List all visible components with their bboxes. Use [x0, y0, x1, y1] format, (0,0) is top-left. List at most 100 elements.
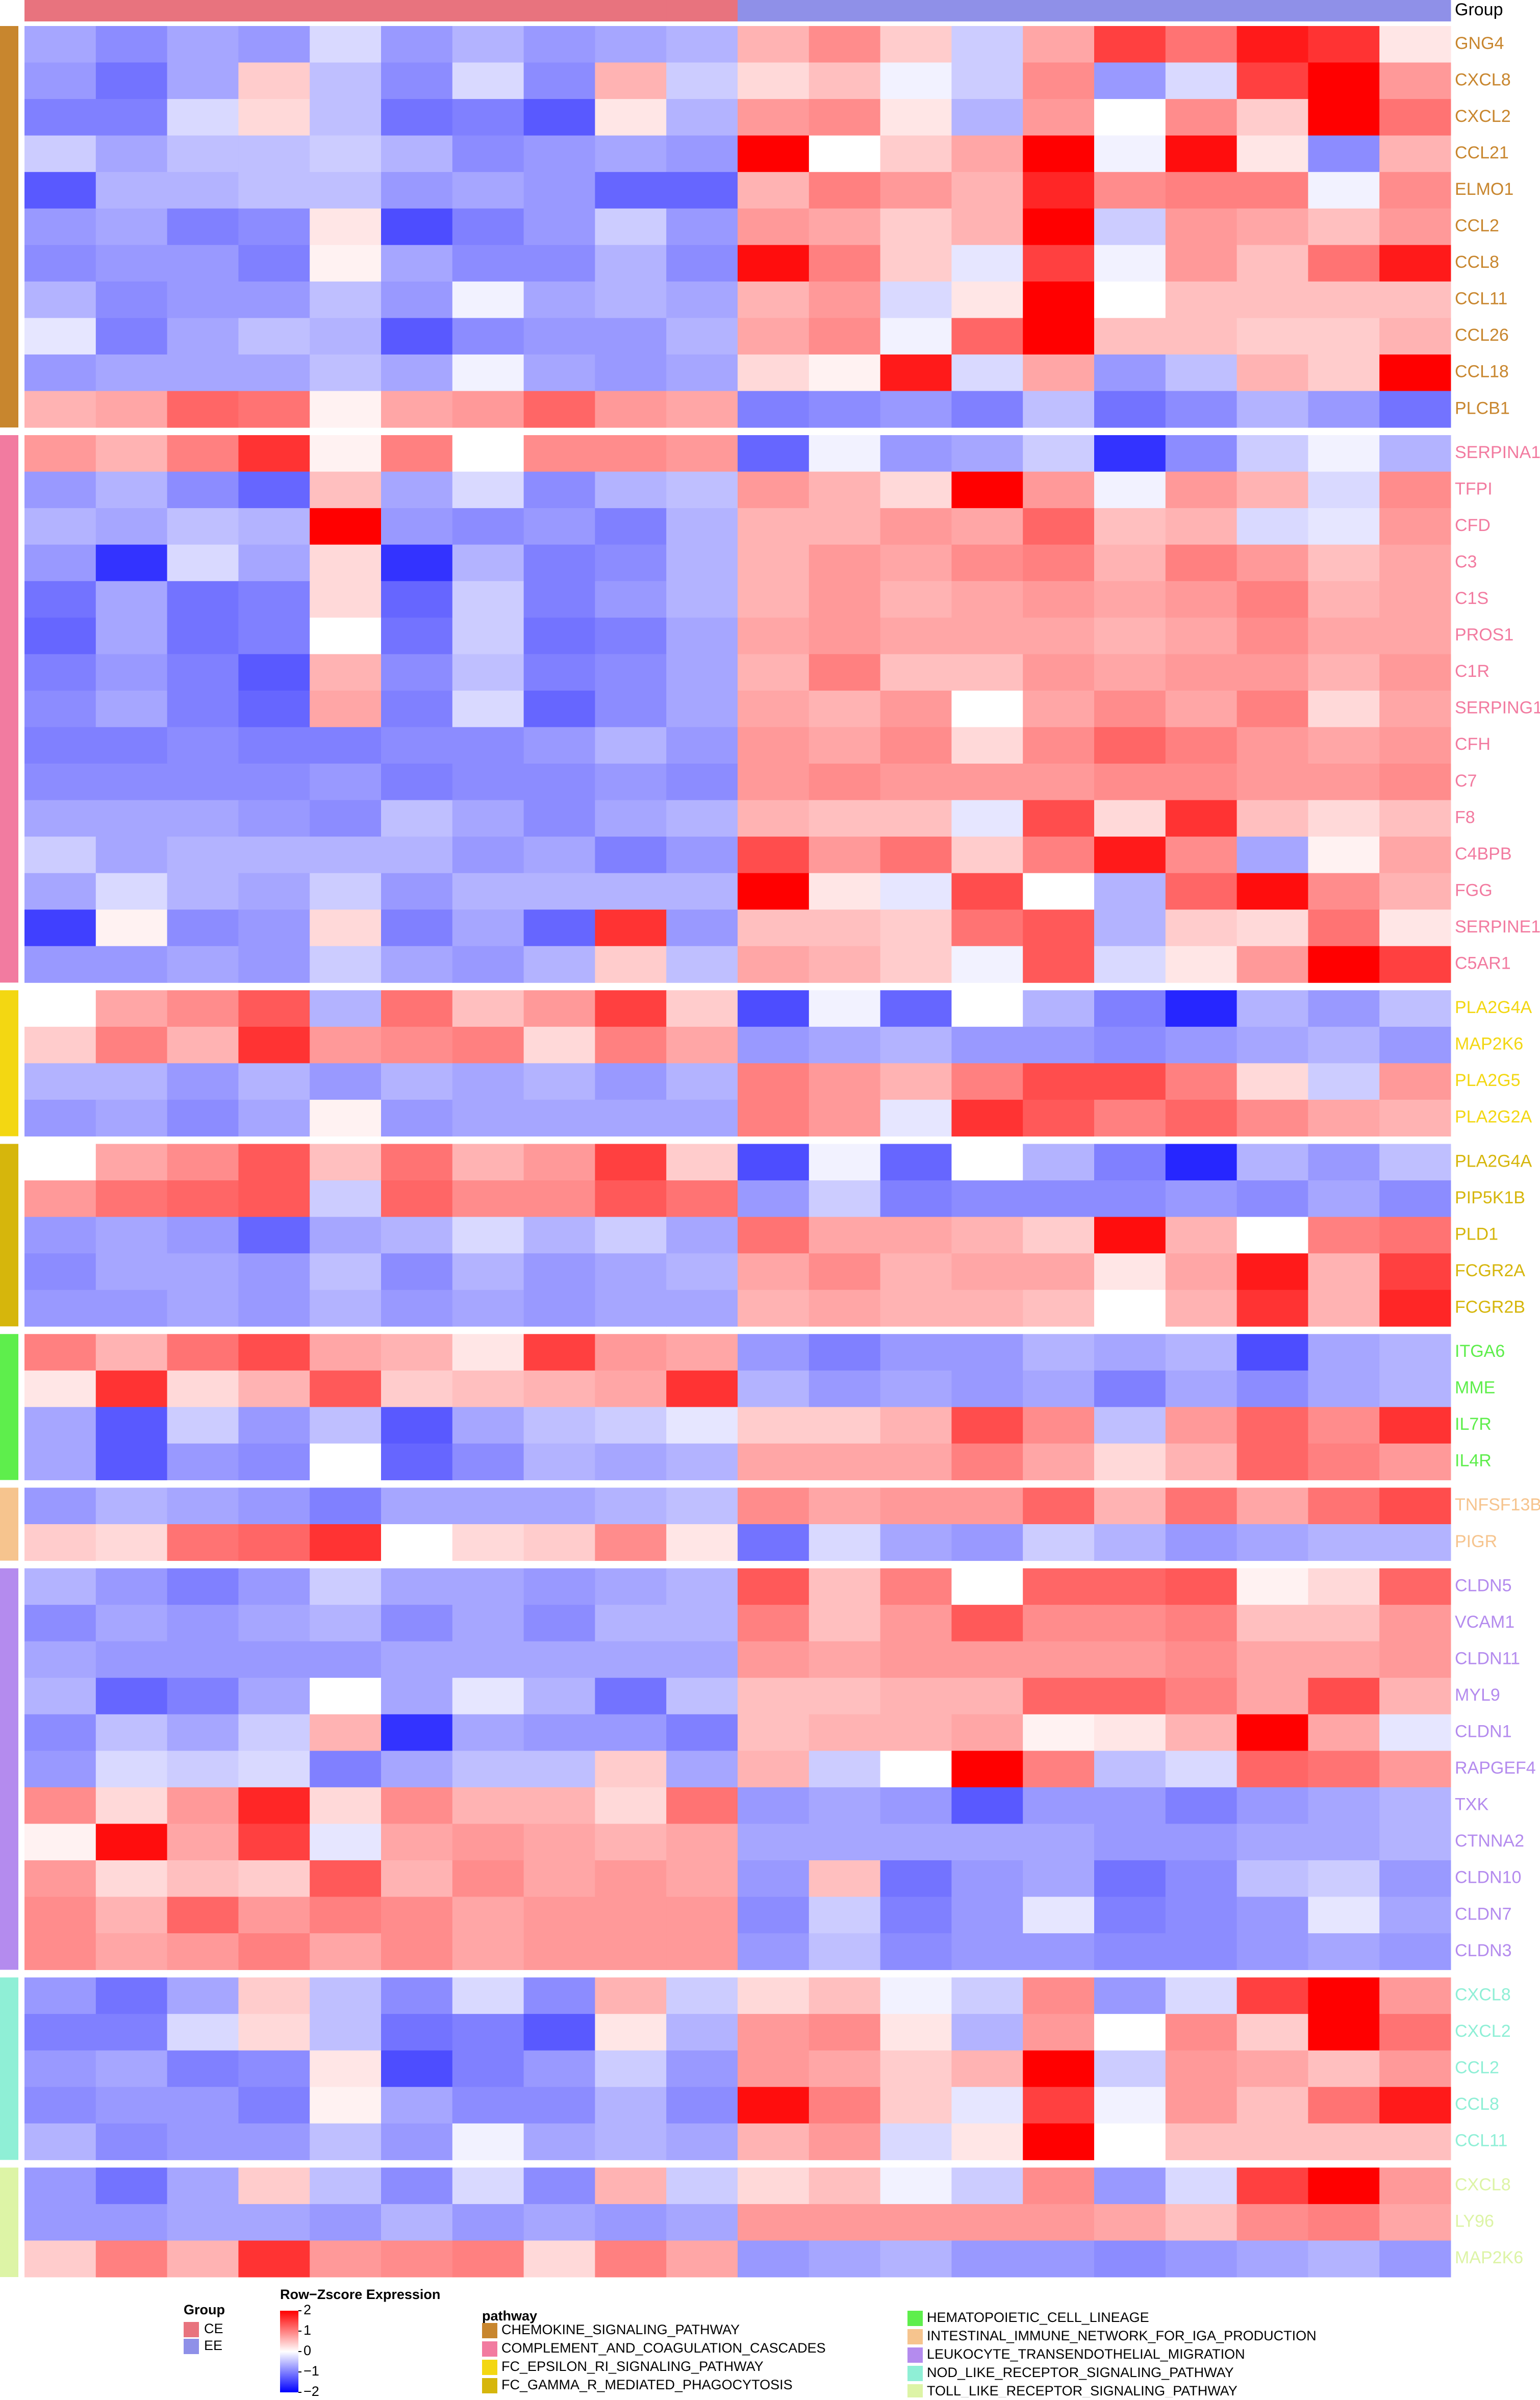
- heatmap-cell: [1094, 2204, 1166, 2241]
- legend-swatch: [482, 2360, 497, 2375]
- heatmap-cell: [1023, 1217, 1095, 1254]
- heatmap-cell: [738, 1180, 810, 1218]
- heatmap-cell: [1094, 26, 1166, 63]
- heatmap-cell: [452, 1180, 524, 1218]
- heatmap-cell: [595, 135, 667, 172]
- heatmap-cell: [1308, 2167, 1380, 2205]
- heatmap-cell: [666, 1443, 738, 1480]
- heatmap-cell: [452, 2240, 524, 2278]
- heatmap-cell: [666, 26, 738, 63]
- heatmap-cell: [310, 617, 382, 654]
- heatmap-cell: [1379, 1678, 1451, 1715]
- heatmap-cell: [1094, 1678, 1166, 1715]
- heatmap-cell: [666, 1641, 738, 1678]
- row-label: C5AR1: [1455, 954, 1511, 973]
- heatmap-cell: [880, 354, 952, 391]
- heatmap-cell: [24, 208, 96, 245]
- heatmap-cell: [1165, 910, 1238, 947]
- heatmap-cell: [24, 1407, 96, 1444]
- heatmap-cell: [1379, 1026, 1451, 1064]
- heatmap-cell: [24, 1290, 96, 1327]
- heatmap-cell: [452, 2204, 524, 2241]
- heatmap-cell: [1308, 1290, 1380, 1327]
- heatmap-cell: [738, 318, 810, 355]
- heatmap-cell: [738, 727, 810, 764]
- heatmap-cell: [595, 1787, 667, 1824]
- heatmap-cell: [951, 318, 1023, 355]
- heatmap-cell: [523, 245, 595, 282]
- heatmap-cell: [523, 1860, 595, 1897]
- heatmap-cell: [1236, 26, 1308, 63]
- heatmap-cell: [24, 873, 96, 910]
- heatmap-cell: [310, 1641, 382, 1678]
- heatmap-cell: [95, 800, 168, 837]
- heatmap-cell: [666, 2123, 738, 2160]
- heatmap-cell: [666, 1933, 738, 1970]
- heatmap-cell: [666, 354, 738, 391]
- heatmap-cell: [24, 1443, 96, 1480]
- heatmap-cell: [167, 873, 239, 910]
- heatmap-cell: [1165, 62, 1238, 99]
- heatmap-cell: [738, 1751, 810, 1788]
- heatmap-cell: [381, 508, 453, 545]
- row-label: CCL21: [1455, 143, 1509, 162]
- heatmap-cell: [238, 910, 310, 947]
- heatmap-cell: [809, 617, 881, 654]
- heatmap-cell: [666, 617, 738, 654]
- heatmap-cell: [1165, 1977, 1238, 2014]
- heatmap-cell: [738, 62, 810, 99]
- heatmap-cell: [595, 1860, 667, 1897]
- heatmap-cell: [880, 727, 952, 764]
- heatmap-cell: [738, 1334, 810, 1371]
- heatmap-cell: [24, 245, 96, 282]
- row-label: GNG4: [1455, 34, 1504, 53]
- heatmap-cell: [238, 318, 310, 355]
- heatmap-cell: [1165, 2204, 1238, 2241]
- heatmap-cell: [523, 544, 595, 582]
- heatmap-cell: [24, 172, 96, 209]
- heatmap-cell: [24, 727, 96, 764]
- heatmap-cell: [1023, 208, 1095, 245]
- heatmap-cell: [738, 471, 810, 509]
- heatmap-cell: [738, 99, 810, 136]
- heatmap-cell: [1023, 1714, 1095, 1751]
- heatmap-cell: [1308, 318, 1380, 355]
- heatmap-cell: [738, 1443, 810, 1480]
- heatmap-cell: [1308, 764, 1380, 801]
- heatmap-cell: [95, 62, 168, 99]
- heatmap-cell: [1308, 1605, 1380, 1642]
- heatmap-cell: [523, 1751, 595, 1788]
- heatmap-cell: [523, 435, 595, 472]
- row-label: ITGA6: [1455, 1342, 1505, 1361]
- heatmap-cell: [523, 1605, 595, 1642]
- heatmap-cell: [310, 1180, 382, 1218]
- row-label: FCGR2A: [1455, 1261, 1525, 1280]
- heatmap-cell: [381, 2167, 453, 2205]
- heatmap-cell: [1094, 1824, 1166, 1861]
- heatmap-cell: [1094, 435, 1166, 472]
- heatmap-cell: [452, 2014, 524, 2051]
- heatmap-cell: [1379, 1253, 1451, 1291]
- heatmap-cell: [24, 99, 96, 136]
- heatmap-cell: [1379, 1714, 1451, 1751]
- heatmap-cell: [95, 690, 168, 727]
- heatmap-cell: [1023, 1787, 1095, 1824]
- heatmap-cell: [880, 1897, 952, 1934]
- row-label: RAPGEF4: [1455, 1758, 1536, 1778]
- heatmap-cell: [167, 435, 239, 472]
- heatmap-cell: [167, 1253, 239, 1291]
- heatmap-cell: [1094, 910, 1166, 947]
- heatmap-cell: [167, 1787, 239, 1824]
- heatmap-cell: [95, 1524, 168, 1561]
- heatmap-cell: [880, 1144, 952, 1181]
- heatmap-cell: [1023, 1026, 1095, 1064]
- heatmap-cell: [809, 1933, 881, 1970]
- heatmap-cell: [523, 1787, 595, 1824]
- heatmap-cell: [1094, 1487, 1166, 1525]
- heatmap-cell: [1165, 1487, 1238, 1525]
- heatmap-cell: [951, 281, 1023, 318]
- heatmap-cell: [1094, 1751, 1166, 1788]
- color-tick-label: 1: [304, 2322, 311, 2338]
- heatmap-cell: [1236, 581, 1308, 618]
- heatmap-cell: [1236, 1407, 1308, 1444]
